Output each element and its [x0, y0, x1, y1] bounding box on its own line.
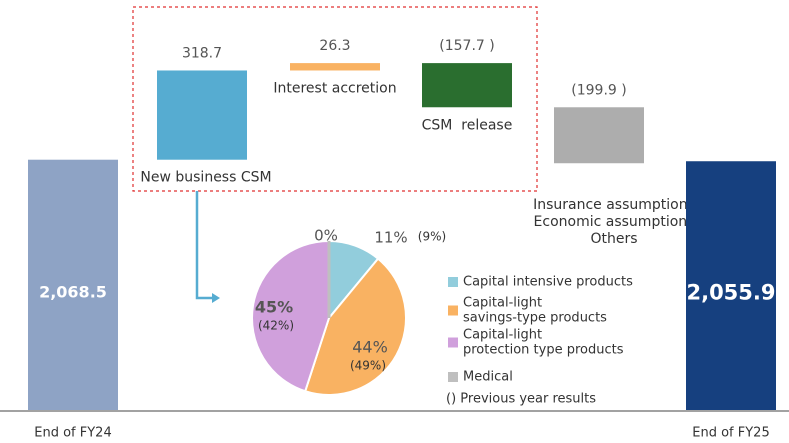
arrow-head — [212, 293, 220, 303]
pie-previous-label: (49%) — [350, 359, 386, 373]
legend-swatch — [448, 277, 458, 287]
value-label: 2,055.9 — [686, 281, 775, 305]
legend-swatch — [448, 372, 458, 382]
bar — [157, 70, 247, 160]
legend-label: Medical — [463, 370, 513, 385]
category-label: CSM release — [422, 117, 513, 133]
legend-label: savings-type products — [463, 311, 607, 326]
connector-arrow — [195, 191, 212, 300]
value-label: 2,068.5 — [39, 282, 107, 301]
legend-swatch — [448, 337, 458, 348]
value-label: 318.7 — [182, 45, 222, 61]
pie-previous-label: (9%) — [418, 230, 446, 244]
value-label: (199.9 ) — [571, 82, 626, 98]
category-label: Others — [590, 231, 637, 247]
value-label: 26.3 — [319, 38, 350, 54]
bar — [28, 159, 118, 410]
bar — [554, 107, 644, 164]
category-label: New business CSM — [140, 170, 271, 186]
category-label: End of FY24 — [34, 426, 111, 441]
category-label: Economic assumptions — [534, 214, 695, 230]
value-label: (157.7 ) — [439, 38, 494, 54]
category-label: Insurance assumptions — [533, 197, 695, 213]
legend-label: Capital-light — [463, 328, 542, 343]
pie-slice — [251, 239, 330, 393]
pie-value-label: 11% — [374, 229, 407, 247]
legend-label: protection type products — [463, 343, 624, 358]
pie-value-label: 44% — [352, 338, 388, 357]
category-label: Interest accretion — [273, 80, 396, 96]
legend-swatch — [448, 305, 458, 316]
bar — [422, 63, 512, 108]
legend-label: Capital intensive products — [463, 275, 633, 290]
category-label: End of FY25 — [692, 426, 769, 441]
legend-note: () Previous year results — [446, 392, 596, 407]
pie-slice — [303, 257, 407, 396]
legend-label: Capital-light — [463, 296, 542, 311]
bar — [290, 63, 380, 71]
pie-value-label: 45% — [255, 298, 293, 317]
pie-value-label: 0% — [314, 227, 338, 245]
bar — [686, 161, 776, 410]
pie-previous-label: (42%) — [258, 319, 294, 333]
